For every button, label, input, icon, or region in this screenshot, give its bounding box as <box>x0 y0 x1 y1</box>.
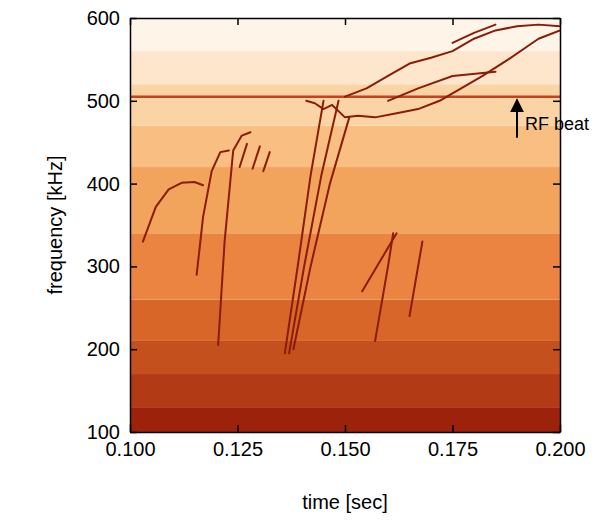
y-axis: 100 200 300 400 500 600 <box>87 7 137 443</box>
tick: 400 <box>87 173 137 195</box>
tick-mark <box>553 101 560 103</box>
tick-mark <box>130 432 137 434</box>
trace <box>289 101 338 354</box>
trace <box>345 25 560 97</box>
tick-label: 600 <box>87 7 120 29</box>
tick <box>553 349 560 350</box>
x-axis-title: time [sec] <box>302 491 388 513</box>
tick-mark <box>345 18 347 25</box>
trace <box>143 182 203 242</box>
tick-label: 200 <box>87 338 120 360</box>
tick-mark <box>237 18 239 25</box>
background-band <box>130 300 560 341</box>
tick <box>345 18 346 25</box>
tick-mark <box>130 183 137 185</box>
tick-mark <box>452 425 454 432</box>
tick: 0.175 <box>428 425 478 460</box>
trace <box>240 144 247 167</box>
tick-mark <box>237 425 239 432</box>
tick <box>553 101 560 102</box>
tick: 200 <box>87 338 137 360</box>
tick-label: 300 <box>87 255 120 277</box>
plot-area <box>130 18 560 432</box>
tick: 0.150 <box>320 425 370 460</box>
trace <box>388 72 496 101</box>
tick: 100 <box>87 421 137 443</box>
tick-mark <box>130 101 137 103</box>
trace <box>362 233 396 291</box>
annotation: RF beat <box>525 114 589 134</box>
frame-line <box>560 19 562 433</box>
x-axis: 0.1000.1250.1500.1750.200 <box>105 425 585 460</box>
trace <box>410 242 423 317</box>
tick: 500 <box>87 90 137 112</box>
x-axis-top <box>131 18 561 25</box>
tick-label: 400 <box>87 173 120 195</box>
background-band <box>130 407 560 432</box>
background-band <box>130 233 560 299</box>
tick-label: 100 <box>87 421 120 443</box>
background-band <box>130 84 560 125</box>
tick <box>130 18 131 25</box>
trace <box>306 30 560 117</box>
tick: 600 <box>87 7 137 29</box>
tick-label: 0.150 <box>320 438 370 460</box>
background-band <box>130 341 560 374</box>
tick-mark <box>130 266 137 268</box>
tick <box>553 432 560 433</box>
trace <box>253 146 260 168</box>
background-band <box>130 167 560 233</box>
tick <box>553 266 560 267</box>
tick-mark <box>553 183 560 185</box>
tick <box>553 18 560 19</box>
annotation-arrow <box>516 100 518 138</box>
tick-mark <box>130 18 132 25</box>
axis-line <box>130 19 132 433</box>
tick <box>238 18 239 25</box>
tick-label: 500 <box>87 90 120 112</box>
tick-mark <box>553 266 560 268</box>
trace <box>388 233 393 266</box>
tick-mark <box>130 349 137 351</box>
tick-mark <box>452 18 454 25</box>
tick <box>553 184 560 185</box>
tick-label: 0.200 <box>535 438 585 460</box>
tick-label: 0.125 <box>213 438 263 460</box>
background-band <box>130 18 560 51</box>
chart: 0.1000.1250.1500.1750.200100200300400500… <box>0 0 602 523</box>
tick-mark <box>345 425 347 432</box>
trace <box>453 25 496 43</box>
trace <box>285 101 324 354</box>
background-band <box>130 374 560 407</box>
tick-mark <box>553 432 560 434</box>
tick <box>453 18 454 25</box>
trace <box>375 266 388 341</box>
tick-label: 0.175 <box>428 438 478 460</box>
tick: 0.125 <box>213 425 263 460</box>
trace <box>263 152 269 171</box>
trace <box>218 132 250 345</box>
tick: 300 <box>87 255 137 277</box>
tick-mark <box>553 349 560 351</box>
y-axis-title: frequency [kHz] <box>44 156 66 295</box>
tick-mark <box>553 18 560 20</box>
y-axis-right <box>553 19 561 433</box>
trace <box>293 117 349 349</box>
